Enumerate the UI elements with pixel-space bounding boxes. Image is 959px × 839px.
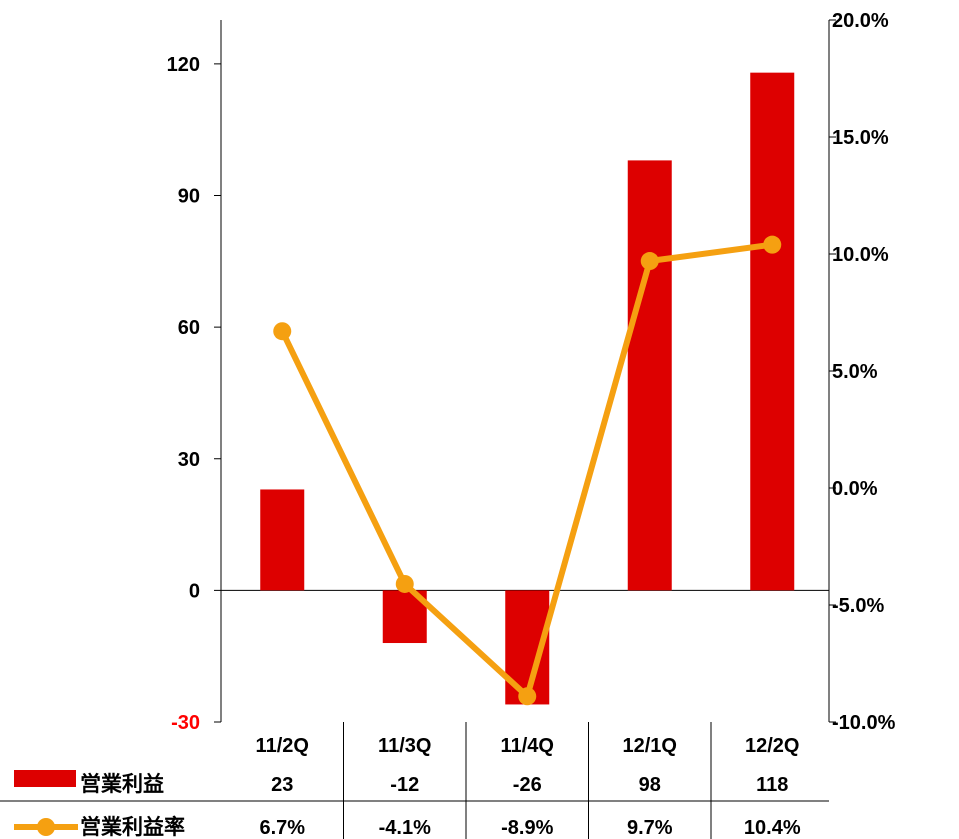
- bar-operating-profit: [750, 72, 795, 591]
- line-layer: [273, 235, 782, 706]
- bar-value-label: 23: [271, 774, 293, 796]
- left-tick-label: 30: [178, 449, 200, 471]
- legend-line-label: 営業利益率: [80, 815, 185, 839]
- left-tick-label: 90: [178, 186, 200, 208]
- bar-value-label: -12: [390, 774, 419, 796]
- left-tick-label: -30: [171, 712, 200, 734]
- category-label: 12/2Q: [745, 735, 799, 757]
- legend-bar-label: 営業利益: [80, 772, 164, 796]
- line-value-label: -4.1%: [379, 817, 431, 839]
- bars-layer: [260, 72, 795, 705]
- right-tick-label: 10.0%: [832, 244, 889, 266]
- right-tick-label: 0.0%: [832, 478, 878, 500]
- bar-value-label: 98: [639, 774, 661, 796]
- right-tick-label: -10.0%: [832, 712, 896, 734]
- right-tick-label: -5.0%: [832, 595, 884, 617]
- operating-margin-point: [518, 687, 537, 706]
- bar-operating-profit: [627, 160, 672, 591]
- data-table: 11/2Q 23 6.7% 11/3Q -12 -4.1% 11/4Q -26 -8.9% 12/…: [0, 722, 829, 839]
- right-tick-label: 15.0%: [832, 127, 889, 149]
- legend-bar-swatch: [14, 770, 76, 787]
- left-tick-label: 60: [178, 317, 200, 339]
- line-value-label: 10.4%: [744, 817, 801, 839]
- left-tick-label: 0: [189, 580, 200, 602]
- line-value-label: 9.7%: [627, 817, 673, 839]
- category-label: 11/3Q: [378, 735, 431, 757]
- line-value-label: 6.7%: [259, 817, 305, 839]
- operating-margin-point: [395, 574, 414, 593]
- bar-value-label: 118: [756, 774, 788, 796]
- operating-margin-point: [763, 235, 782, 254]
- category-label: 11/4Q: [501, 735, 554, 757]
- right-tick-label: 5.0%: [832, 361, 878, 383]
- tick-labels-layer: -30 0 30 60 90 120 -10.0% -5.0% 0.0% 5.0% 10.0% 15.…: [167, 10, 896, 734]
- legend-line-marker: [37, 818, 55, 836]
- category-label: 12/1Q: [623, 735, 677, 757]
- left-tick-label: 120: [167, 54, 200, 76]
- operating-margin-point: [273, 322, 292, 341]
- category-label: 11/2Q: [256, 735, 309, 757]
- bar-operating-profit: [260, 489, 305, 591]
- bar-value-label: -26: [513, 774, 542, 796]
- right-tick-label: 20.0%: [832, 10, 889, 32]
- operating-margin-point: [640, 252, 659, 271]
- line-value-label: -8.9%: [501, 817, 553, 839]
